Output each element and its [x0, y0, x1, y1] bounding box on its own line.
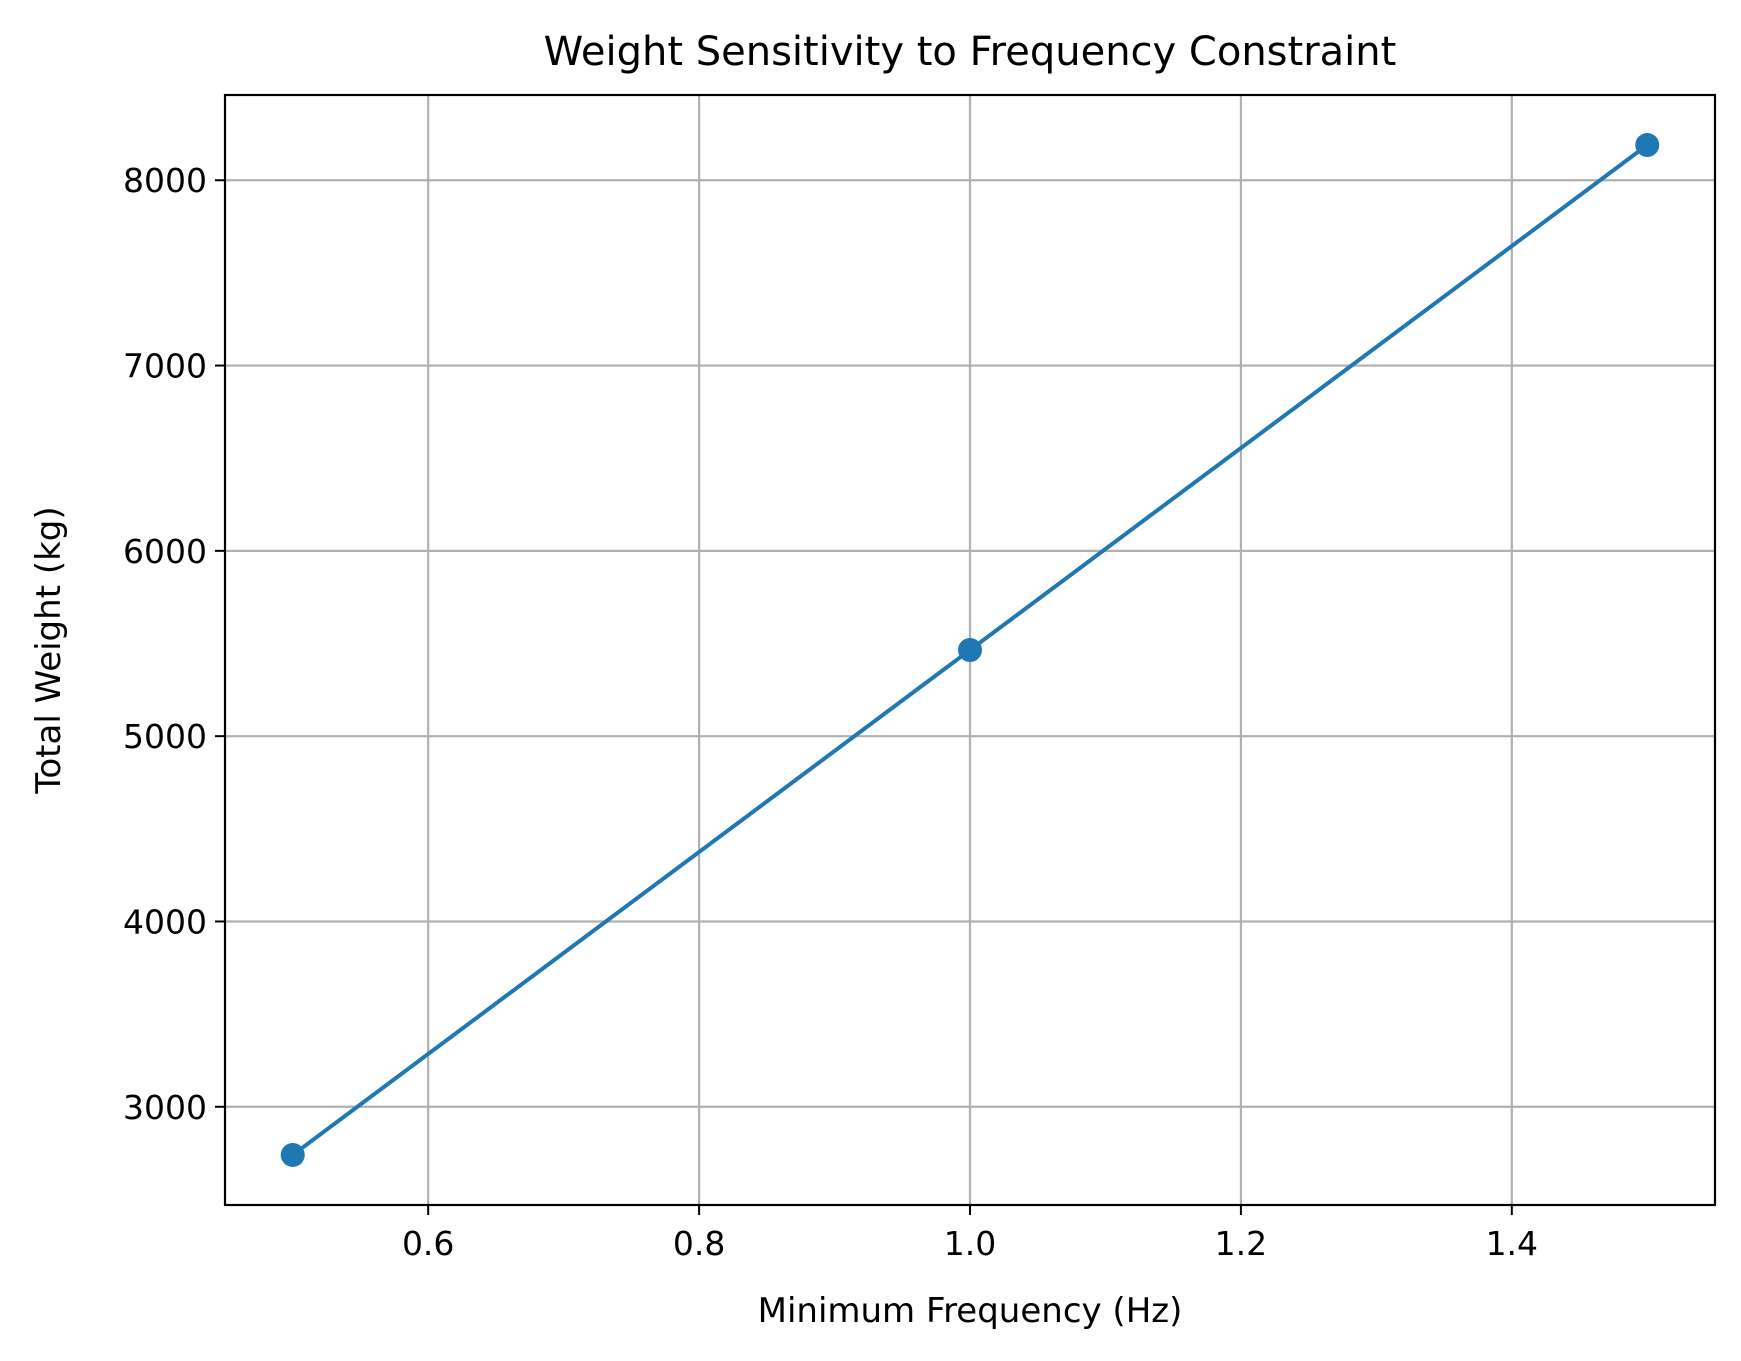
- x-tick-label: 1.2: [1215, 1224, 1267, 1263]
- chart-title: Weight Sensitivity to Frequency Constrai…: [544, 29, 1397, 75]
- series-layer: [280, 133, 1660, 1167]
- y-gridlines: [225, 179, 1715, 1108]
- x-tick-label: 0.6: [402, 1224, 454, 1263]
- y-axis-label: Total Weight (kg): [29, 506, 69, 794]
- y-axis-ticks: 3000 4000 5000 6000 7000 8000: [123, 161, 225, 1127]
- y-tick-label: 8000: [123, 161, 207, 200]
- y-tick-label: 5000: [123, 717, 207, 756]
- y-tick-label: 7000: [123, 347, 207, 386]
- y-tick-label: 4000: [123, 902, 207, 941]
- x-tick-label: 1.0: [944, 1224, 996, 1263]
- data-point: [280, 1142, 305, 1167]
- y-tick-label: 6000: [123, 532, 207, 571]
- x-axis-ticks: 0.6 0.8 1.0 1.2 1.4: [402, 1205, 1538, 1263]
- data-point: [958, 638, 982, 662]
- x-tick-label: 1.4: [1486, 1224, 1538, 1263]
- x-tick-label: 0.8: [673, 1224, 725, 1263]
- x-axis-label: Minimum Frequency (Hz): [758, 1291, 1183, 1331]
- y-tick-label: 3000: [123, 1088, 207, 1127]
- data-point: [1635, 133, 1660, 158]
